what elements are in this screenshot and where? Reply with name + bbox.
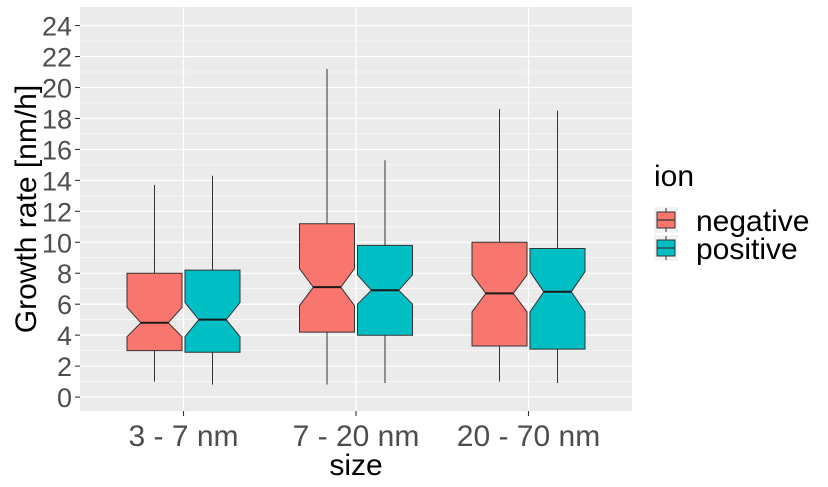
grid-major: [80, 7, 632, 411]
legend-label: negative: [696, 205, 809, 238]
box-positive-1: [357, 160, 413, 384]
y-axis-title: Growth rate [nm/h]: [10, 85, 43, 333]
legend-key-positive: positive: [654, 233, 798, 266]
box-groups: [126, 68, 586, 385]
legend-key-negative: negative: [654, 205, 809, 238]
y-tick-label: 4: [57, 321, 72, 351]
y-tick-label: 12: [42, 197, 72, 227]
y-tick-label: 24: [42, 12, 72, 42]
x-axis-title: size: [329, 449, 382, 482]
box-body: [184, 269, 241, 353]
y-tick-label: 0: [57, 383, 72, 413]
box-body: [529, 248, 586, 350]
y-tick-label: 20: [42, 73, 72, 103]
box-body: [299, 223, 355, 333]
legend-label: positive: [696, 233, 798, 266]
x-axis: 3 - 7 nm 7 - 20 nm 20 - 70 nm: [128, 411, 600, 453]
legend-title: ion: [654, 160, 694, 193]
y-tick-label: 10: [42, 228, 72, 258]
x-tick-label: 3 - 7 nm: [128, 420, 238, 453]
box-negative-0: [126, 185, 183, 382]
y-tick-label: 6: [57, 290, 72, 320]
box-negative-2: [471, 109, 528, 382]
x-tick-label: 7 - 20 nm: [293, 420, 420, 453]
x-tick-label: 20 - 70 nm: [457, 420, 600, 453]
box-positive-2: [529, 110, 586, 384]
y-tick-label: 14: [42, 166, 72, 196]
y-tick-label: 8: [57, 259, 72, 289]
box-negative-1: [299, 68, 355, 385]
box-body: [126, 272, 183, 352]
y-tick-label: 16: [42, 135, 72, 165]
y-tick-label: 22: [42, 43, 72, 73]
box-positive-0: [184, 175, 241, 385]
y-tick-label: 2: [57, 352, 72, 382]
y-tick-label: 18: [42, 104, 72, 134]
